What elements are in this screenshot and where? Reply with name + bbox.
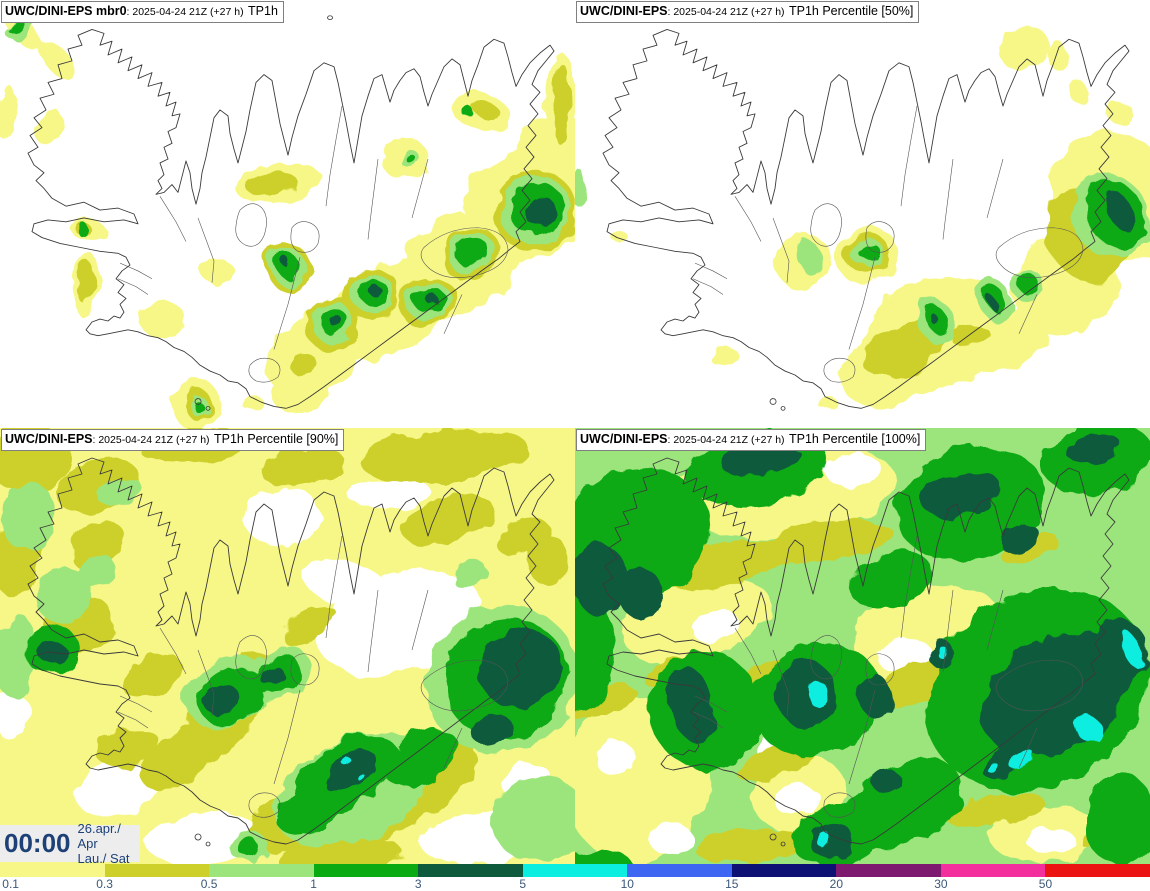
legend-color-segment: [209, 864, 314, 877]
model-name: UWC/DINI-EPS: [580, 432, 668, 446]
legend-color-segment: [940, 864, 1046, 877]
run-time: : 2025-04-24 21Z (+27 h): [92, 434, 210, 446]
valid-date-line1: 26.apr./ Apr: [77, 821, 121, 851]
legend-threshold-label: 0.5: [200, 877, 218, 891]
valid-time-clock: 00:00: [4, 828, 71, 858]
map-panel-p100[interactable]: UWC/DINI-EPS: 2025-04-24 21Z (+27 h) TP1…: [575, 428, 1150, 864]
legend-color-segment: [104, 864, 210, 877]
map-grid: UWC/DINI-EPS mbr0: 2025-04-24 21Z (+27 h…: [0, 0, 1150, 864]
legend-threshold-label: 0.3: [96, 877, 113, 891]
map-panel-p90[interactable]: UWC/DINI-EPS: 2025-04-24 21Z (+27 h) TP1…: [0, 428, 575, 864]
legend-color-segment: [627, 864, 732, 877]
legend-threshold-label: 50: [1038, 877, 1053, 891]
legend-color-segment: [1045, 864, 1150, 877]
run-time: : 2025-04-24 21Z (+27 h): [667, 6, 785, 18]
legend-labels: 0.1 0.3 0.5 1 3 5 10 15 20 30 50: [0, 877, 1150, 891]
legend-color-segment: [418, 864, 523, 877]
model-name: UWC/DINI-EPS: [580, 4, 668, 18]
run-time: : 2025-04-24 21Z (+27 h): [667, 434, 785, 446]
precipitation-field: [0, 9, 575, 428]
member0-map[interactable]: [0, 0, 575, 428]
legend-color-segment: [0, 864, 105, 877]
precipitation-field: [575, 26, 1150, 412]
panel-title-p50: UWC/DINI-EPS: 2025-04-24 21Z (+27 h) TP1…: [576, 1, 920, 23]
valid-date-line2: Lau./ Sat: [77, 851, 130, 866]
product-label: TP1h Percentile [100%]: [789, 432, 921, 446]
model-name: UWC/DINI-EPS mbr0: [5, 4, 127, 18]
precipitation-field: [575, 428, 1150, 864]
p90-map[interactable]: [0, 428, 575, 864]
legend-threshold-label: 3: [414, 877, 422, 891]
legend-color-segment: [836, 864, 941, 877]
legend-color-segment: [731, 864, 837, 877]
valid-time-date: 26.apr./ Apr Lau./ Sat: [78, 821, 141, 866]
legend-threshold-label: 1: [310, 877, 317, 891]
p50-map[interactable]: [575, 0, 1150, 428]
map-panel-p50[interactable]: UWC/DINI-EPS: 2025-04-24 21Z (+27 h) TP1…: [575, 0, 1150, 428]
run-time: : 2025-04-24 21Z (+27 h): [126, 6, 244, 18]
legend-color-segment: [313, 864, 419, 877]
panel-title-p90: UWC/DINI-EPS: 2025-04-24 21Z (+27 h) TP1…: [1, 429, 345, 451]
product-label: TP1h Percentile [50%]: [789, 4, 914, 18]
p100-map[interactable]: [575, 428, 1150, 864]
map-panel-member0[interactable]: UWC/DINI-EPS mbr0: 2025-04-24 21Z (+27 h…: [0, 0, 575, 428]
model-name: UWC/DINI-EPS: [5, 432, 93, 446]
legend-threshold-label: 15: [725, 877, 739, 891]
legend-band: [0, 864, 1150, 877]
panel-title-member0: UWC/DINI-EPS mbr0: 2025-04-24 21Z (+27 h…: [1, 1, 284, 23]
product-label: TP1h: [248, 4, 278, 18]
precipitation-field: [0, 428, 575, 864]
product-label: TP1h Percentile [90%]: [214, 432, 339, 446]
legend-threshold-label: 30: [934, 877, 948, 891]
panel-title-p100: UWC/DINI-EPS: 2025-04-24 21Z (+27 h) TP1…: [576, 429, 927, 451]
legend-threshold-label: 5: [519, 877, 527, 891]
legend-threshold-label: 20: [829, 877, 844, 891]
legend-threshold-label: 0.1: [2, 877, 19, 891]
legend-threshold-label: 10: [620, 877, 634, 891]
precipitation-legend: 0.1 0.3 0.5 1 3 5 10 15 20 30 50: [0, 864, 1150, 891]
legend-color-segment: [522, 864, 628, 877]
valid-time-display: 00:00 26.apr./ Apr Lau./ Sat: [0, 821, 140, 866]
